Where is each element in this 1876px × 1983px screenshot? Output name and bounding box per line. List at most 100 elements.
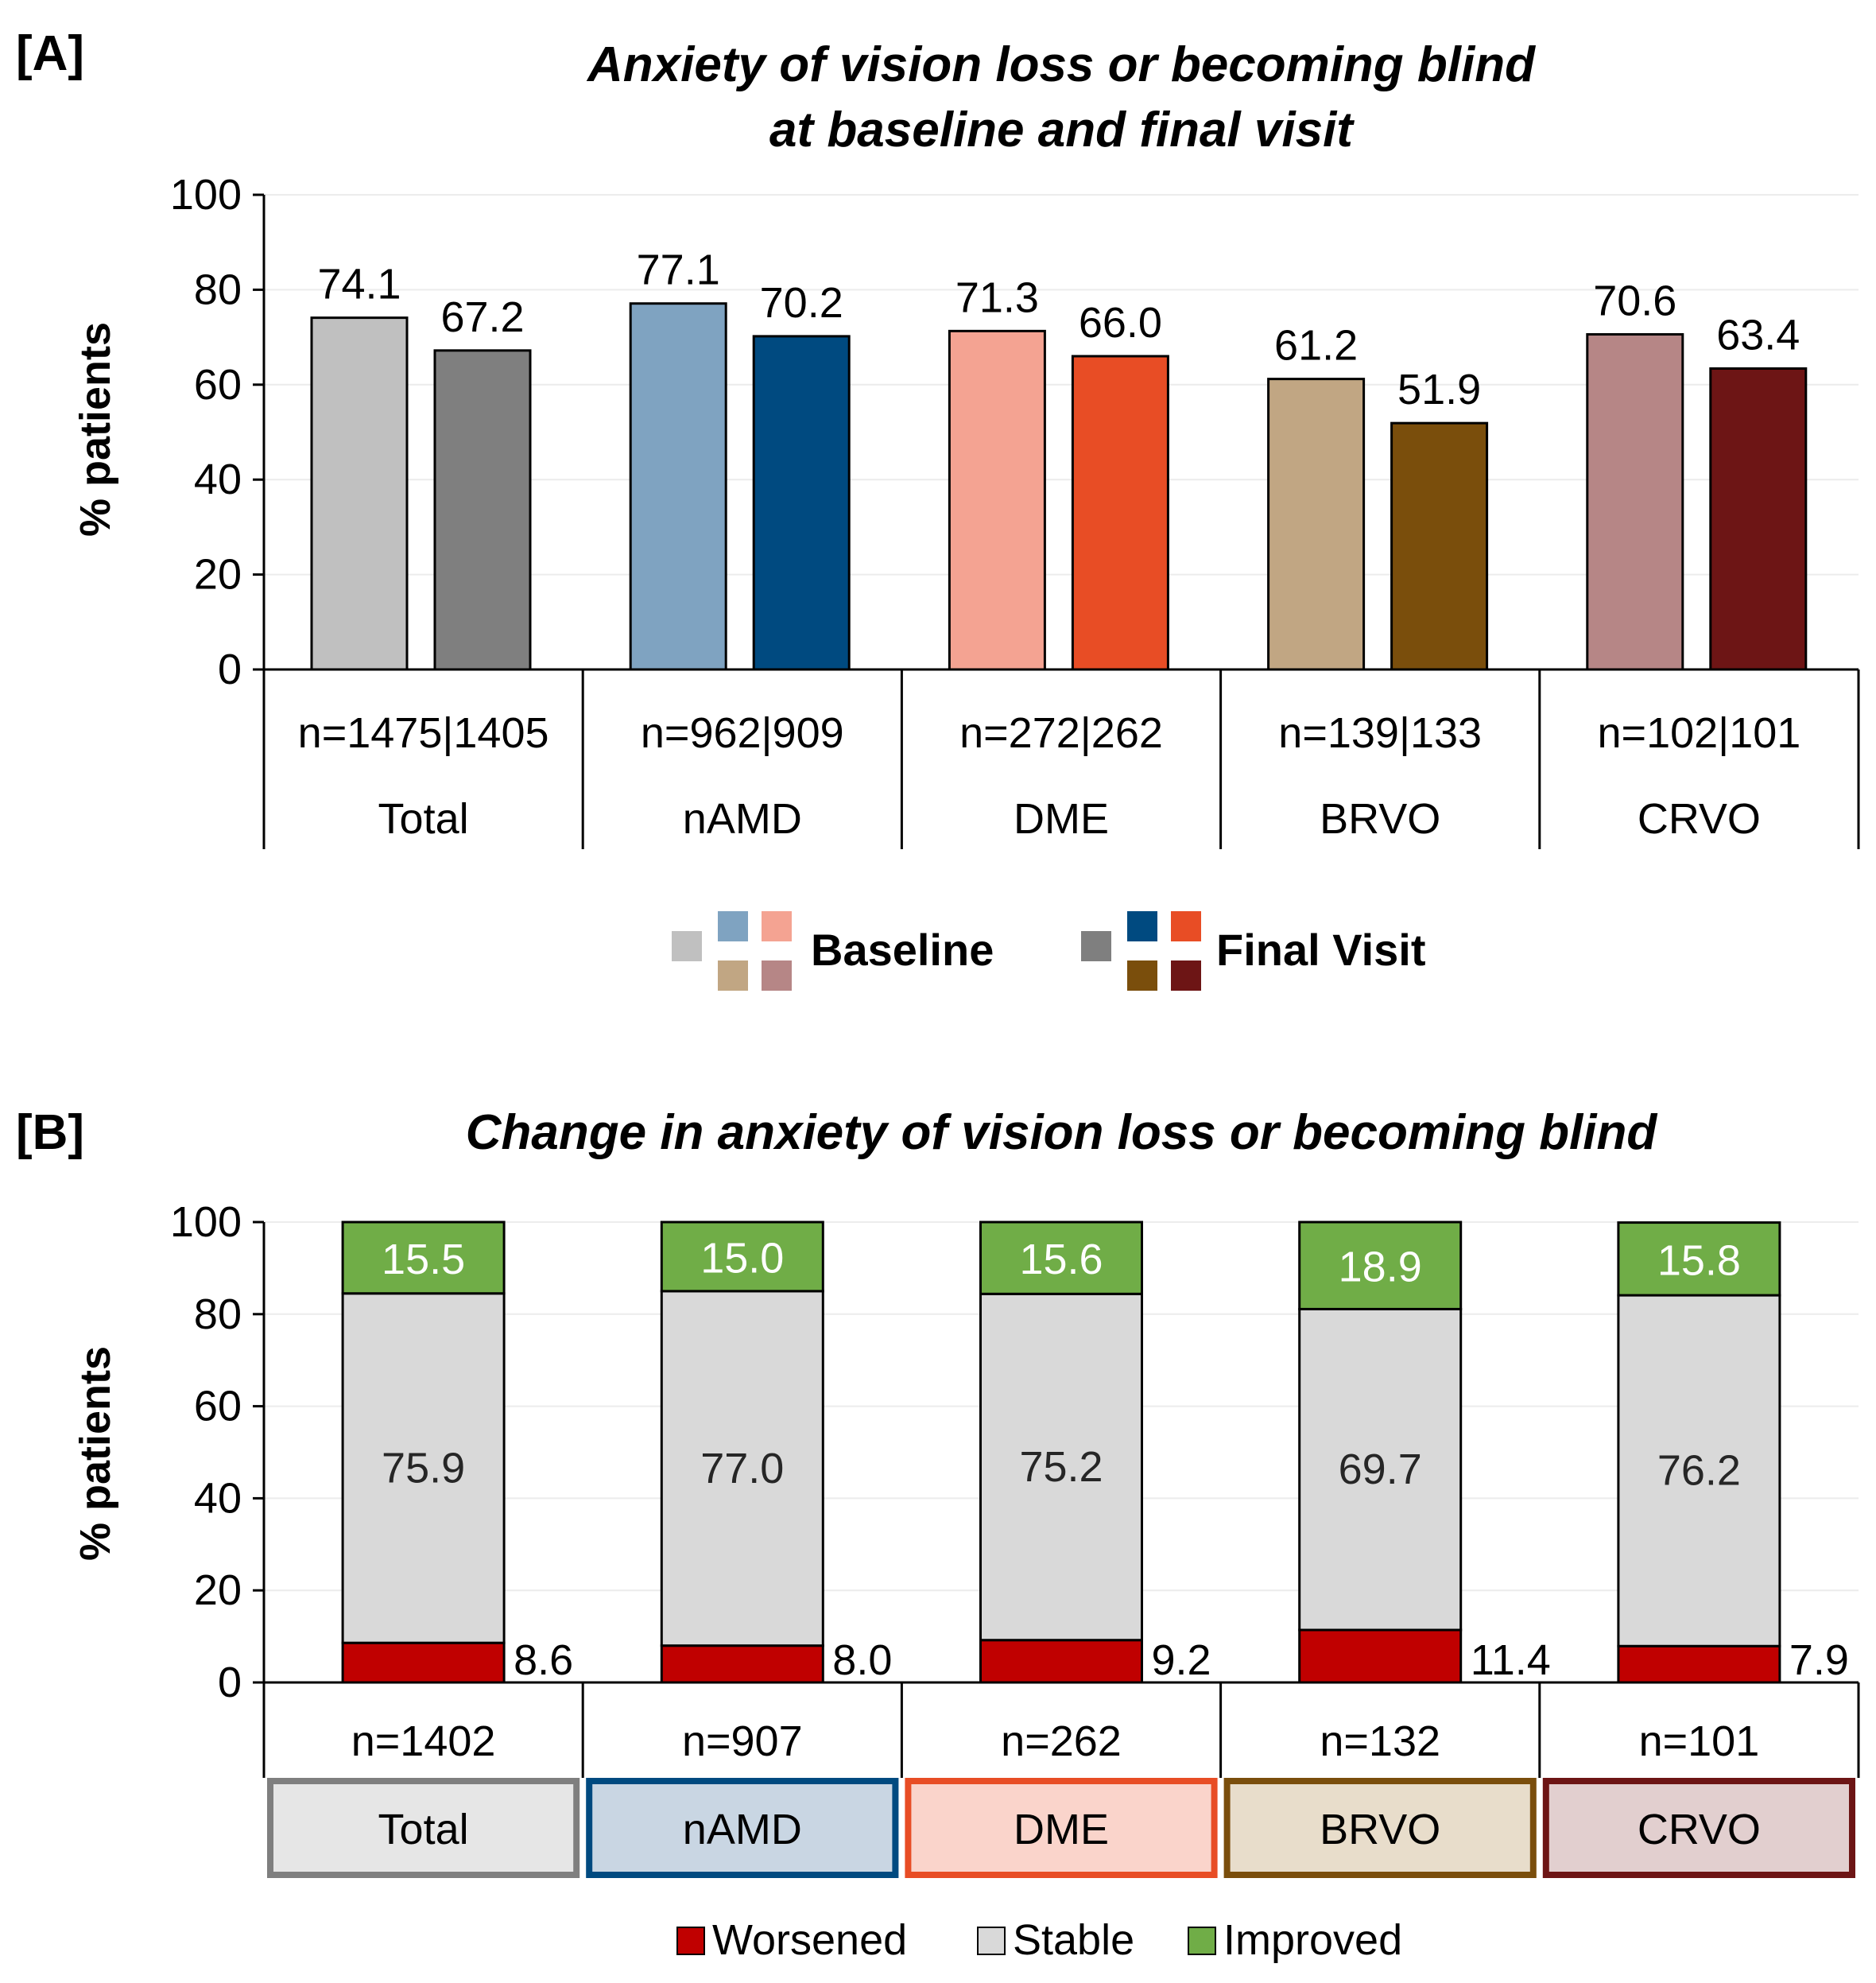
n-label-total: n=1475|1405	[298, 709, 549, 757]
segment-improved-namd	[660, 1220, 824, 1293]
segment-improved-crvo	[1617, 1221, 1781, 1297]
y-tick-label-20: 20	[194, 551, 242, 599]
category-box-namd	[586, 1778, 899, 1878]
value-label-worsened-total: 8.6	[514, 1636, 573, 1684]
value-label-improved-namd: 15.0	[700, 1234, 784, 1282]
category-label-crvo: CRVO	[1638, 795, 1761, 843]
value-label-worsened-dme: 9.2	[1152, 1636, 1211, 1684]
y-tick-label-40: 40	[194, 456, 242, 503]
panel-b: [B] Change in anxiety of vision loss or …	[16, 1105, 1860, 1964]
segment-stable-total	[341, 1292, 506, 1644]
legend-stable-label: Stable	[1013, 1916, 1134, 1964]
y-tick-label-40: 40	[194, 1474, 242, 1522]
segment-improved-brvo	[1298, 1220, 1463, 1310]
legend-worsened-swatch	[676, 1927, 705, 1955]
y-tick-label-60: 60	[194, 1383, 242, 1430]
bar-baseline-brvo	[1267, 378, 1366, 671]
y-tick-label-100: 100	[170, 171, 242, 219]
panel-b-y-axis-title: % patients	[72, 1346, 119, 1561]
n-label-dme: n=262	[1001, 1717, 1122, 1765]
bar-baseline-dme	[948, 329, 1046, 671]
category-label-namd: nAMD	[683, 795, 802, 843]
legend-final-swatch-brvo	[1127, 960, 1157, 991]
y-tick-label-80: 80	[194, 1290, 242, 1338]
panel-b-label: [B]	[16, 1105, 84, 1160]
category-label-dme: DME	[1014, 1806, 1109, 1853]
bar-final-brvo	[1390, 421, 1489, 671]
n-label-dme: n=272|262	[959, 709, 1163, 757]
y-tick-label-20: 20	[194, 1566, 242, 1614]
panel-b-title: Change in anxiety of vision loss or beco…	[466, 1105, 1658, 1160]
segment-stable-brvo	[1298, 1307, 1463, 1632]
category-box-brvo	[1223, 1778, 1537, 1878]
category-label-total: Total	[378, 1806, 469, 1853]
bar-baseline-namd	[629, 302, 727, 671]
segment-improved-total	[341, 1220, 506, 1295]
bar-final-dme	[1071, 355, 1169, 671]
panel-a-bars: 74.1 67.2 77.1 70.2 71.3 66.0 61.2 51.9 70.6 63.4	[310, 246, 1808, 671]
bar-final-crvo	[1709, 367, 1808, 671]
category-label-namd: nAMD	[683, 1806, 802, 1853]
y-tick-label-100: 100	[170, 1198, 242, 1246]
legend-baseline-label: Baseline	[811, 925, 994, 975]
value-label-stable-dme: 75.2	[1019, 1443, 1103, 1491]
value-label-final-namd: 70.2	[760, 279, 843, 327]
y-tick-label-0: 0	[218, 646, 242, 693]
legend-stable-swatch	[977, 1927, 1006, 1955]
panel-a: [A] Anxiety of vision loss or becoming b…	[16, 26, 1860, 991]
panel-b-category-table: n=1402 Total n=907 nAMD n=262 DME n=132 BRVO n=1…	[262, 1682, 1860, 1878]
value-label-improved-brvo: 18.9	[1339, 1244, 1422, 1291]
bar-baseline-crvo	[1586, 333, 1684, 671]
category-box-crvo	[1542, 1778, 1856, 1878]
legend-final-swatch-total	[1081, 931, 1111, 961]
value-label-baseline-crvo: 70.6	[1593, 277, 1676, 325]
segment-stable-dme	[979, 1292, 1143, 1642]
panel-a-title-line1: Anxiety of vision loss or becoming blind	[586, 37, 1536, 92]
bar-final-total	[433, 349, 532, 671]
panel-a-category-table: n=1475|1405 Total n=962|909 nAMD n=272|262 DM…	[262, 669, 1860, 849]
segment-improved-dme	[979, 1220, 1143, 1295]
panel-a-label: [A]	[16, 26, 84, 81]
legend-final-swatch-crvo	[1171, 960, 1201, 991]
legend-improved-label: Improved	[1223, 1916, 1402, 1964]
n-label-brvo: n=132	[1320, 1717, 1440, 1765]
legend-baseline-swatch-crvo	[762, 960, 792, 991]
n-label-namd: n=962|909	[641, 709, 844, 757]
value-label-worsened-namd: 8.0	[832, 1636, 892, 1684]
value-label-worsened-crvo: 7.9	[1789, 1636, 1849, 1684]
value-label-improved-total: 15.5	[382, 1236, 465, 1283]
category-label-dme: DME	[1014, 795, 1109, 843]
segment-stable-namd	[660, 1290, 824, 1647]
segment-stable-crvo	[1617, 1294, 1781, 1647]
legend-final-visit-swatches	[1081, 911, 1201, 991]
value-label-baseline-total: 74.1	[317, 261, 401, 309]
value-label-final-crvo: 63.4	[1716, 312, 1800, 359]
legend-final-visit-label: Final Visit	[1216, 925, 1425, 975]
value-label-stable-crvo: 76.2	[1657, 1447, 1741, 1495]
legend-final-swatch-namd	[1127, 911, 1157, 941]
value-label-baseline-dme: 71.3	[955, 274, 1039, 321]
value-label-final-brvo: 51.9	[1397, 366, 1481, 413]
legend-baseline-swatches	[672, 911, 792, 991]
y-tick-label-0: 0	[218, 1659, 242, 1706]
legend-baseline-swatch-dme	[762, 911, 792, 941]
value-label-baseline-brvo: 61.2	[1274, 322, 1358, 370]
category-label-crvo: CRVO	[1638, 1806, 1761, 1853]
panel-a-title-line2: at baseline and final visit	[769, 103, 1355, 157]
bar-final-namd	[752, 335, 851, 671]
value-label-stable-total: 75.9	[382, 1444, 465, 1492]
panel-a-legend: Baseline Final Visit	[672, 911, 1425, 991]
value-label-baseline-namd: 77.1	[637, 246, 720, 294]
segment-worsened-crvo	[1617, 1644, 1781, 1684]
legend-baseline-swatch-total	[672, 931, 702, 961]
segment-worsened-total	[341, 1641, 506, 1684]
segment-worsened-brvo	[1298, 1628, 1463, 1684]
n-label-brvo: n=139|133	[1278, 709, 1482, 757]
category-box-dme	[905, 1778, 1218, 1878]
category-label-brvo: BRVO	[1320, 1806, 1440, 1853]
legend-baseline-swatch-namd	[718, 911, 748, 941]
panel-a-y-axis-title: % patients	[72, 322, 119, 537]
panel-b-legend: Worsened Stable Improved	[676, 1916, 1402, 1964]
value-label-improved-crvo: 15.8	[1657, 1236, 1741, 1284]
